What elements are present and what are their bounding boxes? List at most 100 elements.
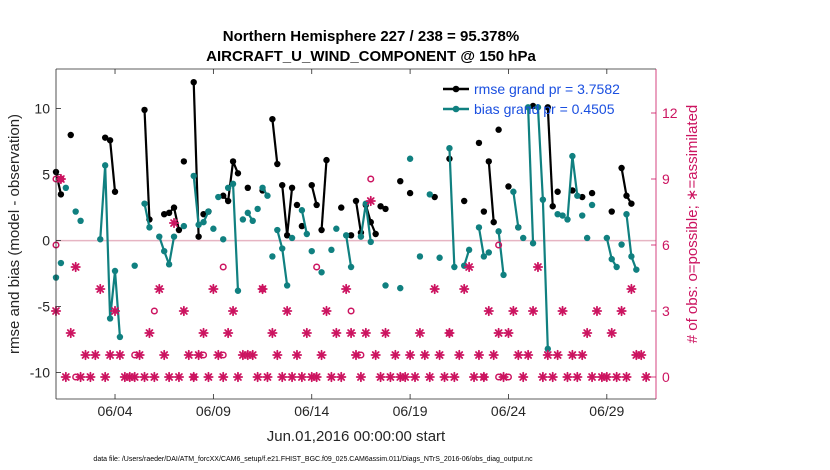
obs-assimilated-stroke	[288, 373, 296, 381]
obs-assimilated-stroke	[534, 263, 542, 271]
bias-point	[259, 184, 266, 191]
obs-assimilated-point	[164, 371, 175, 383]
bias-point	[554, 211, 561, 218]
obs-assimilated-point	[129, 371, 140, 383]
obs-assimilated-point	[621, 371, 632, 383]
bias-point	[569, 152, 576, 160]
x-tick-label: 06/29	[589, 403, 624, 419]
obs-assimilated-point	[488, 349, 499, 361]
bias-point	[146, 224, 153, 231]
obs-assimilated-point	[375, 371, 386, 383]
obs-assimilated-point	[296, 371, 308, 383]
obs-assimilated-point	[385, 371, 396, 383]
rmse-point	[67, 131, 74, 139]
obs-assimilated-stroke	[253, 373, 262, 381]
bias-point	[603, 234, 611, 242]
rmse-point	[579, 193, 586, 201]
obs-assimilated-stroke	[209, 285, 218, 293]
obs-assimilated-point	[272, 349, 283, 361]
rmse-point	[283, 232, 291, 239]
rmse-point	[234, 170, 242, 177]
rmse-point	[141, 106, 148, 114]
obs-assimilated-point	[227, 305, 239, 317]
y-tick-label-right: 0	[662, 369, 670, 385]
x-tick-label: 06/24	[491, 403, 526, 419]
rmse-point	[195, 233, 202, 240]
obs-assimilated-point	[409, 371, 421, 383]
rmse-line	[222, 160, 239, 203]
bias-point	[613, 263, 620, 271]
obs-assimilated-point	[104, 349, 116, 361]
bias-point	[190, 172, 197, 180]
bias-point	[269, 253, 276, 260]
bias-point	[234, 287, 242, 294]
bias-point	[588, 201, 596, 209]
bias-point	[451, 263, 458, 271]
obs-assimilated-stroke	[248, 351, 257, 359]
rmse-line	[271, 119, 279, 165]
obs-assimilated-stroke	[263, 373, 272, 381]
rmse-point	[372, 230, 379, 238]
obs-assimilated-point	[144, 327, 155, 339]
rmse-point	[382, 205, 389, 213]
obs-assimilated-point	[100, 371, 111, 383]
y-axis-label-left: rmse and bias (model - observation)	[6, 114, 23, 354]
rmse-point	[111, 188, 119, 195]
rmse-point	[475, 139, 483, 147]
obs-assimilated-stroke	[593, 307, 601, 315]
bias-point	[200, 218, 207, 226]
rmse-point	[269, 115, 276, 123]
rmse-line	[320, 160, 328, 231]
obs-assimilated-point	[582, 327, 593, 339]
bias-point	[367, 238, 374, 246]
obs-assimilated-stroke	[514, 351, 523, 359]
rmse-point	[180, 158, 188, 165]
obs-assimilated-stroke	[194, 351, 203, 359]
obs-assimilated-point	[527, 305, 539, 317]
obs-assimilated-stroke	[184, 351, 193, 359]
bias-point	[446, 145, 453, 152]
bias-line	[497, 231, 505, 276]
obs-assimilated-point	[591, 305, 603, 317]
obs-assimilated-point	[277, 371, 288, 383]
bias-point	[436, 254, 443, 261]
obs-assimilated-stroke	[416, 329, 424, 337]
bias-point	[215, 193, 222, 201]
bias-point	[298, 207, 306, 214]
bias-point	[618, 241, 625, 248]
bias-point	[288, 234, 296, 242]
obs-assimilated-point	[70, 261, 81, 273]
rmse-point	[165, 209, 173, 217]
rmse-point	[224, 197, 232, 205]
obs-assimilated-stroke	[524, 351, 533, 359]
rmse-point	[318, 226, 325, 234]
bias-line	[158, 236, 176, 266]
rmse-point	[377, 203, 384, 210]
obs-assimilated-point	[326, 371, 337, 383]
rmse-point	[608, 208, 615, 215]
rmse-point	[106, 137, 114, 144]
bias-point	[308, 247, 315, 255]
obs-assimilated-stroke	[140, 373, 149, 381]
obs-assimilated-point	[360, 327, 371, 339]
rmse-point	[549, 203, 556, 210]
obs-assimilated-stroke	[116, 351, 124, 359]
obs-assimilated-stroke	[234, 373, 242, 381]
obs-assimilated-stroke	[420, 351, 429, 359]
obs-assimilated-point	[183, 349, 194, 361]
obs-assimilated-point	[567, 349, 578, 361]
bias-point	[564, 216, 571, 223]
obs-assimilated-stroke	[361, 329, 370, 337]
obs-assimilated-stroke	[622, 373, 631, 381]
obs-assimilated-stroke	[293, 351, 301, 359]
x-ticks: 06/04 06/09 06/14 06/19 06/24 06/29	[97, 69, 625, 419]
obs-assimilated-point	[262, 371, 273, 383]
bias-point	[623, 211, 630, 218]
bias-point	[495, 228, 502, 235]
legend-rmse-label: rmse grand pr = 3.7582	[474, 81, 620, 97]
obs-assimilated-point	[601, 371, 612, 383]
obs-possible-point	[150, 307, 158, 315]
obs-assimilated-point	[257, 283, 268, 295]
obs-assimilated-stroke	[337, 373, 346, 381]
obs-assimilated-point	[429, 283, 440, 295]
